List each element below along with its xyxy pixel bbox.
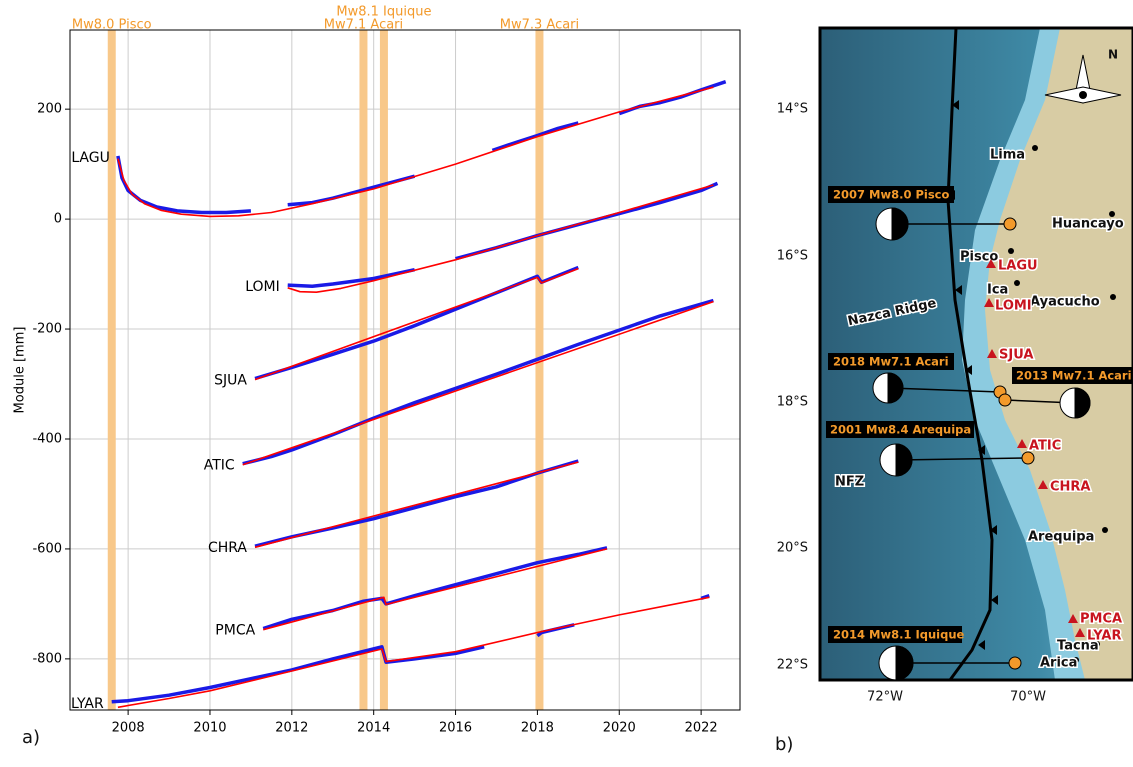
station: LYAR (1087, 629, 1122, 644)
station: LAGU (998, 259, 1038, 274)
station: PMCA (1080, 612, 1122, 627)
station-label: ATIC (204, 458, 235, 474)
event-label: 2007 Mw8.0 Pisco (833, 188, 949, 202)
event-band (380, 30, 388, 710)
lon-tick: 70°W (1010, 690, 1046, 705)
x-tick-label: 2014 (357, 721, 390, 736)
city: Ayacucho (1030, 295, 1100, 310)
x-tick-label: 2016 (439, 721, 472, 736)
x-tick-label: 2008 (112, 721, 145, 736)
x-tick-label: 2010 (193, 721, 226, 736)
lat-tick: 22°S (777, 658, 808, 673)
plot-frame (70, 30, 740, 710)
observed-series (255, 461, 578, 546)
lat-tick: 18°S (777, 395, 808, 410)
panel-label: b) (775, 734, 793, 755)
station-label: SJUA (214, 373, 247, 389)
lat-tick: 16°S (777, 249, 808, 264)
event-label: Mw8.1 Iquique (336, 5, 431, 20)
station: ATIC (1029, 439, 1061, 454)
city: Arica (1040, 656, 1077, 671)
city: Huancayo (1052, 217, 1124, 232)
feature: NFZ (835, 475, 864, 490)
city: Ica (987, 283, 1008, 298)
x-tick-label: 2022 (685, 721, 718, 736)
panel-label: a) (22, 727, 40, 748)
station-label: PMCA (215, 623, 255, 639)
y-tick-label: -400 (32, 431, 62, 446)
model-line (243, 302, 714, 465)
station: LOMI (995, 299, 1032, 314)
event-label: 2014 Mw8.1 Iquique (833, 628, 965, 642)
observed-series (118, 82, 726, 213)
station-label: CHRA (208, 540, 247, 556)
figure: 2008 2010 2012 2014 2016 2018 2020 2022 200 0 -200… (0, 0, 1133, 763)
event-label: 2013 Mw7.1 Acari (1016, 369, 1132, 383)
lat-tick: 14°S (777, 102, 808, 117)
model-line (118, 597, 709, 707)
station: SJUA (999, 348, 1033, 363)
model-line (118, 87, 714, 216)
panel-a: 2008 2010 2012 2014 2016 2018 2020 2022 200 0 -200… (13, 5, 741, 736)
station-label: LAGU (71, 150, 110, 166)
station-label: LOMI (245, 279, 280, 295)
x-tick-label: 2012 (275, 721, 308, 736)
y-tick-label: -600 (32, 541, 62, 556)
city: Lima (990, 148, 1025, 163)
x-tick-label: 2020 (603, 721, 636, 736)
event-label: 2018 Mw7.1 Acari (833, 355, 949, 369)
event-band (359, 30, 367, 710)
y-tick-label: 200 (37, 102, 62, 117)
y-tick-label: 0 (54, 212, 62, 227)
model-line (288, 185, 714, 292)
x-tick-label: 2018 (521, 721, 554, 736)
city: Arequipa (1028, 530, 1094, 545)
station: CHRA (1050, 480, 1091, 495)
station-label: LYAR (71, 696, 104, 712)
y-tick-label: -200 (32, 322, 62, 337)
model-line (255, 462, 578, 547)
event-band (108, 30, 116, 710)
lon-tick: 72°W (867, 690, 903, 705)
observed-series (288, 183, 718, 286)
event-label: 2001 Mw8.4 Arequipa (830, 423, 971, 437)
y-tick-label: -800 (32, 651, 62, 666)
y-axis-label: Module [mm] (13, 327, 28, 414)
lat-tick: 20°S (777, 541, 808, 556)
north-label: N (1108, 48, 1118, 62)
